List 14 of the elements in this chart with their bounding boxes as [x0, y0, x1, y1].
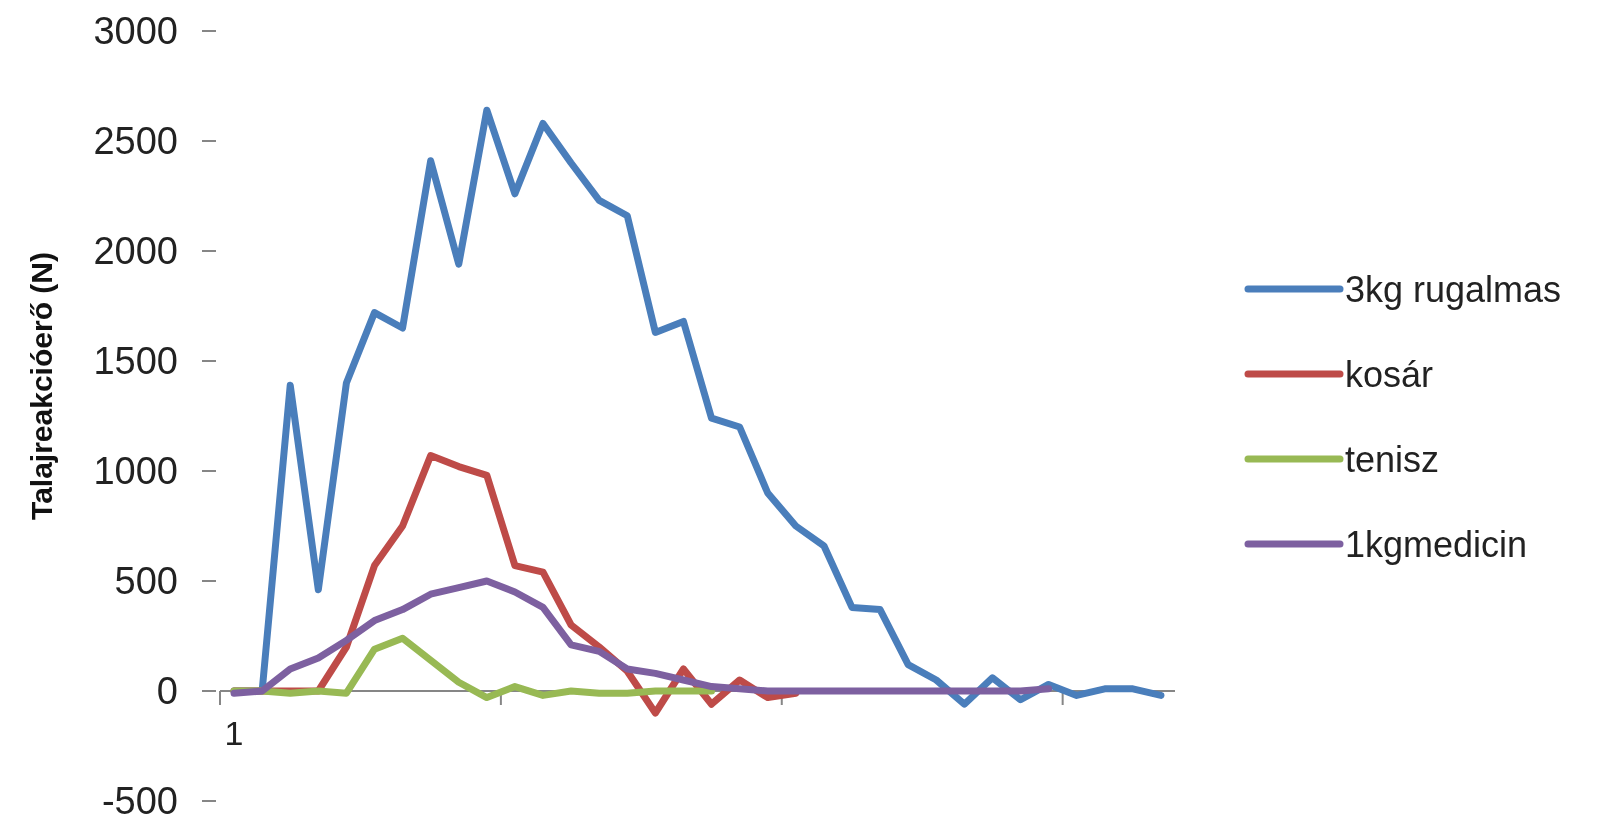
x-tick-label: 1 [224, 714, 244, 752]
y-tick-label: 1500 [93, 340, 178, 383]
y-axis-title: Talajreakcióerő (N) [25, 252, 58, 520]
y-tick-label: 500 [114, 560, 178, 603]
legend-label: 3kg rugalmas [1345, 268, 1562, 310]
legend-label: 1kgmedicin [1345, 523, 1528, 565]
legend-label: tenisz [1345, 438, 1440, 480]
y-tick-label: 0 [156, 670, 178, 713]
y-tick-label: 2500 [93, 120, 178, 163]
y-tick-label: -500 [101, 780, 178, 818]
legend-label: kosár [1345, 353, 1434, 395]
y-tick-label: 2000 [93, 230, 178, 273]
y-tick-label: 3000 [93, 10, 178, 53]
y-tick-label: 1000 [93, 450, 178, 493]
